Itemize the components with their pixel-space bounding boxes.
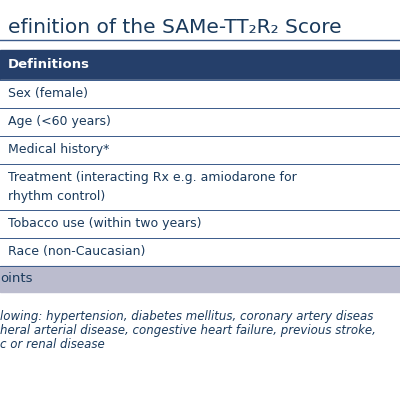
Text: lowing: hypertension, diabetes mellitus, coronary artery diseas: lowing: hypertension, diabetes mellitus,… (0, 310, 373, 323)
Text: Sex (female): Sex (female) (8, 88, 88, 100)
Text: c or renal disease: c or renal disease (0, 338, 105, 351)
Text: heral arterial disease, congestive heart failure, previous stroke,: heral arterial disease, congestive heart… (0, 324, 376, 337)
Text: Treatment (interacting Rx e.g. amiodarone for: Treatment (interacting Rx e.g. amiodaron… (8, 171, 297, 184)
Text: Tobacco use (within two years): Tobacco use (within two years) (8, 218, 202, 230)
Text: oints: oints (0, 272, 32, 286)
Bar (0, 80, 400, 108)
Bar (0, 164, 400, 210)
Text: rhythm control): rhythm control) (8, 190, 105, 203)
Bar (0, 210, 400, 238)
Bar (0, 238, 400, 266)
Bar (0, 266, 400, 292)
Text: efinition of the SAMe-TT₂R₂ Score: efinition of the SAMe-TT₂R₂ Score (8, 18, 342, 37)
Text: Definitions: Definitions (8, 58, 90, 72)
Bar (0, 136, 400, 164)
Text: Race (non-Caucasian): Race (non-Caucasian) (8, 246, 145, 258)
Bar (0, 108, 400, 136)
Text: Age (<60 years): Age (<60 years) (8, 116, 111, 128)
Text: Medical history*: Medical history* (8, 144, 109, 156)
Bar (0, 50, 400, 80)
